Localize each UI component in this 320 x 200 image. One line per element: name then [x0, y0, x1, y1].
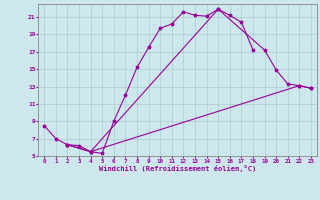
X-axis label: Windchill (Refroidissement éolien,°C): Windchill (Refroidissement éolien,°C) — [99, 165, 256, 172]
